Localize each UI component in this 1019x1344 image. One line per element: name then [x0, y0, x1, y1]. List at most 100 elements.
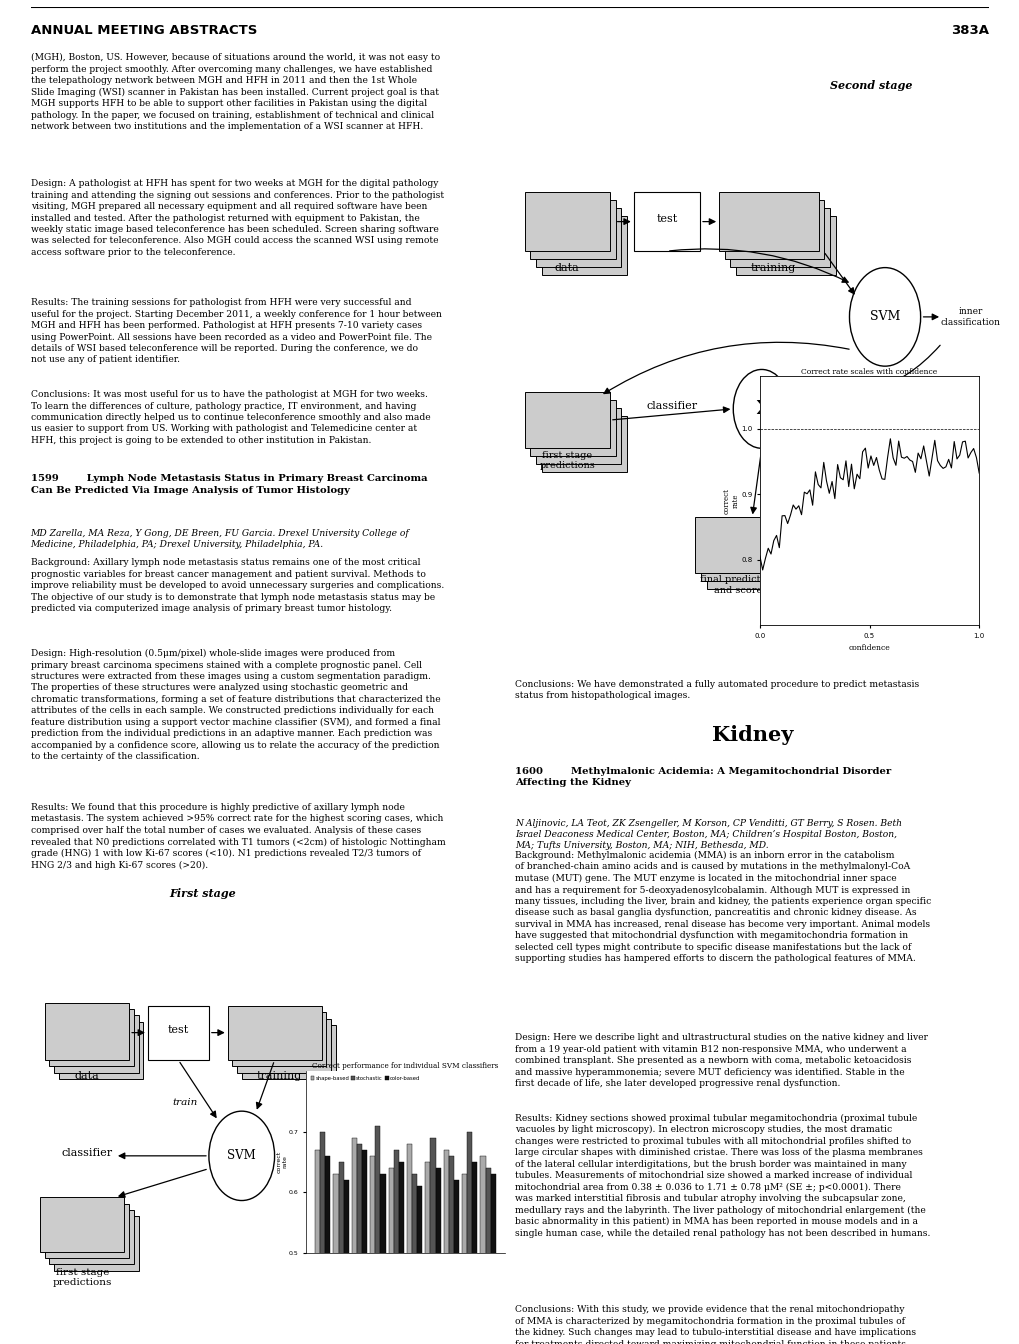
- Y-axis label: correct
rate: correct rate: [276, 1150, 286, 1173]
- Bar: [530, 200, 615, 259]
- Bar: [338, 1161, 343, 1344]
- Bar: [736, 215, 835, 274]
- Bar: [362, 1149, 367, 1344]
- Bar: [700, 526, 786, 581]
- Text: Results: The training sessions for pathologist from HFH were very successful and: Results: The training sessions for patho…: [31, 298, 441, 364]
- Text: inner
classification: inner classification: [940, 308, 1000, 327]
- Legend: shape-based, stochastic, color-based: shape-based, stochastic, color-based: [309, 1074, 422, 1083]
- Text: MD Zarella, MA Reza, Y Gong, DE Breen, FU Garcia. Drexel University College of
M: MD Zarella, MA Reza, Y Gong, DE Breen, F…: [31, 528, 409, 550]
- Text: first stage
predictions: first stage predictions: [539, 450, 594, 470]
- Text: 1599        Lymph Node Metastasis Status in Primary Breast Carcinoma
Can Be Pred: 1599 Lymph Node Metastasis Status in Pri…: [31, 474, 427, 495]
- Y-axis label: correct
rate: correct rate: [721, 488, 739, 513]
- Circle shape: [849, 267, 920, 366]
- Bar: [541, 417, 627, 472]
- Text: classifier: classifier: [645, 401, 697, 411]
- Text: weight estimation: weight estimation: [822, 379, 906, 388]
- Bar: [633, 192, 699, 251]
- Bar: [695, 517, 780, 573]
- Text: Σ: Σ: [755, 401, 767, 418]
- Text: Design: High-resolution (0.5μm/pixel) whole-slide images were produced from
prim: Design: High-resolution (0.5μm/pixel) wh…: [31, 649, 440, 761]
- Bar: [725, 200, 823, 259]
- Text: 1600        Methylmalonic Acidemia: A Megamitochondrial Disorder
Affecting the K: 1600 Methylmalonic Acidemia: A Megamitoc…: [515, 767, 891, 788]
- Text: Background: Methylmalonic acidemia (MMA) is an inborn error in the catabolism
of: Background: Methylmalonic acidemia (MMA)…: [515, 851, 930, 964]
- Bar: [730, 208, 829, 267]
- Bar: [242, 1025, 335, 1079]
- Text: training: training: [257, 1071, 302, 1081]
- Bar: [530, 401, 615, 456]
- Bar: [718, 192, 818, 251]
- Text: data: data: [74, 1071, 99, 1081]
- Bar: [236, 1019, 330, 1073]
- Bar: [40, 1198, 124, 1251]
- Text: Results: Kidney sections showed proximal tubular megamitochondria (proximal tubu: Results: Kidney sections showed proximal…: [515, 1114, 929, 1238]
- Text: test: test: [167, 1024, 189, 1035]
- Bar: [54, 1216, 139, 1271]
- Bar: [453, 1180, 459, 1344]
- Bar: [462, 1175, 467, 1344]
- Text: Conclusions: It was most useful for us to have the pathologist at MGH for two we: Conclusions: It was most useful for us t…: [31, 390, 430, 445]
- Bar: [148, 1005, 209, 1060]
- Bar: [417, 1187, 422, 1344]
- Bar: [320, 1132, 325, 1344]
- Bar: [490, 1175, 495, 1344]
- Title: Correct performance for individual SVM classifiers: Correct performance for individual SVM c…: [312, 1062, 498, 1070]
- Bar: [380, 1175, 385, 1344]
- Title: Correct rate scales with confidence: Correct rate scales with confidence: [801, 367, 936, 375]
- Text: Design: Here we describe light and ultrastructural studies on the native kidney : Design: Here we describe light and ultra…: [515, 1034, 927, 1089]
- Bar: [480, 1156, 485, 1344]
- Bar: [59, 1021, 143, 1079]
- Bar: [54, 1016, 139, 1073]
- Bar: [535, 208, 621, 267]
- Bar: [430, 1137, 435, 1344]
- Text: final prediction
and score: final prediction and score: [699, 575, 775, 595]
- Bar: [232, 1012, 326, 1067]
- Bar: [325, 1156, 330, 1344]
- Bar: [49, 1009, 133, 1067]
- Bar: [541, 215, 627, 274]
- Circle shape: [209, 1111, 274, 1200]
- Text: N Aljinovic, LA Teot, ZK Zsengeller, M Korson, CP Venditti, GT Berry, S Rosen. B: N Aljinovic, LA Teot, ZK Zsengeller, M K…: [515, 818, 901, 851]
- Text: 383A: 383A: [951, 24, 988, 36]
- Bar: [393, 1149, 398, 1344]
- Bar: [706, 534, 792, 589]
- Bar: [388, 1168, 393, 1344]
- Bar: [425, 1161, 430, 1344]
- Bar: [407, 1144, 412, 1344]
- Text: SVM: SVM: [227, 1149, 256, 1163]
- X-axis label: confidence: confidence: [848, 644, 890, 652]
- Bar: [398, 1161, 404, 1344]
- Bar: [435, 1168, 440, 1344]
- Text: train: train: [172, 1098, 198, 1106]
- Text: ANNUAL MEETING ABSTRACTS: ANNUAL MEETING ABSTRACTS: [31, 24, 257, 36]
- Circle shape: [733, 370, 790, 449]
- Bar: [315, 1149, 320, 1344]
- Text: test: test: [655, 214, 677, 223]
- Text: (MGH), Boston, US. However, because of situations around the world, it was not e: (MGH), Boston, US. However, because of s…: [31, 52, 439, 130]
- Bar: [524, 192, 609, 251]
- Bar: [352, 1137, 357, 1344]
- Text: SVM: SVM: [869, 310, 900, 324]
- Bar: [472, 1161, 477, 1344]
- Text: Design: A pathologist at HFH has spent for two weeks at MGH for the digital path: Design: A pathologist at HFH has spent f…: [31, 179, 443, 257]
- Bar: [524, 392, 609, 449]
- Bar: [343, 1180, 348, 1344]
- Text: Background: Axillary lymph node metastasis status remains one of the most critic: Background: Axillary lymph node metastas…: [31, 558, 443, 613]
- Bar: [333, 1175, 338, 1344]
- Text: Results: We found that this procedure is highly predictive of axillary lymph nod: Results: We found that this procedure is…: [31, 802, 445, 870]
- Text: classifier: classifier: [61, 1148, 112, 1157]
- Text: Kidney: Kidney: [711, 726, 792, 746]
- Bar: [448, 1156, 453, 1344]
- Bar: [443, 1149, 448, 1344]
- Text: First stage: First stage: [169, 888, 235, 899]
- Text: Conclusions: We have demonstrated a fully automated procedure to predict metasta: Conclusions: We have demonstrated a full…: [515, 680, 918, 700]
- Text: first stage
predictions: first stage predictions: [52, 1267, 112, 1288]
- Text: training: training: [750, 263, 796, 273]
- Bar: [357, 1144, 362, 1344]
- Bar: [370, 1156, 375, 1344]
- Text: data: data: [554, 263, 579, 273]
- Bar: [535, 409, 621, 464]
- Text: Conclusions: With this study, we provide evidence that the renal mitochondriopat: Conclusions: With this study, we provide…: [515, 1305, 915, 1344]
- Bar: [45, 1003, 129, 1060]
- Bar: [375, 1126, 380, 1344]
- Bar: [227, 1005, 321, 1060]
